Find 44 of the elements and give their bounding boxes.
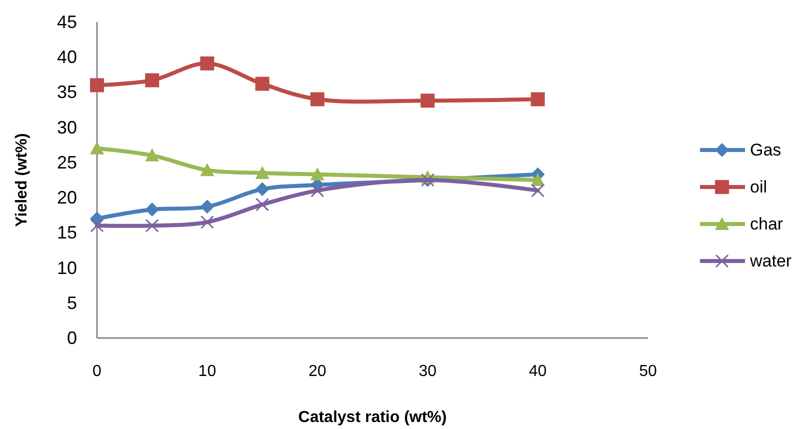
point <box>256 198 270 212</box>
x-tick-label: 50 <box>639 363 657 380</box>
point <box>255 76 270 91</box>
point <box>90 141 104 154</box>
y-tick-label: 0 <box>66 328 77 348</box>
point <box>145 202 160 216</box>
point <box>420 94 435 108</box>
y-tick-label: 25 <box>56 152 77 172</box>
point <box>255 166 270 179</box>
y-tick-label: 45 <box>56 12 77 32</box>
legend-label: Gas <box>750 140 782 160</box>
point <box>530 173 545 186</box>
point <box>145 73 160 88</box>
x-tick-label: 30 <box>418 363 437 380</box>
y-tick-label: 20 <box>56 188 77 208</box>
legend-label: oil <box>750 178 768 196</box>
point <box>310 92 324 106</box>
point <box>310 167 324 180</box>
point <box>200 56 214 70</box>
legend-label: char <box>750 214 784 234</box>
point <box>90 218 104 232</box>
point <box>530 92 545 106</box>
point <box>145 148 160 162</box>
point <box>90 78 104 92</box>
x-axis-title: Catalyst ratio (wt%) <box>298 409 447 426</box>
point <box>200 163 214 176</box>
y-tick-label: 15 <box>56 222 77 243</box>
x-tick-label: 20 <box>308 363 326 380</box>
y-tick-label: 40 <box>56 47 77 68</box>
point <box>145 218 159 232</box>
legend-label: water <box>749 252 792 270</box>
x-tick-label: 10 <box>198 363 216 380</box>
y-tick-label: 35 <box>56 82 77 102</box>
point <box>531 184 545 198</box>
point <box>310 184 324 198</box>
x-tick-label: 40 <box>528 363 547 380</box>
y-tick-label: 10 <box>56 258 77 278</box>
point <box>255 182 270 196</box>
y-tick-label: 30 <box>56 117 77 138</box>
point <box>200 215 214 229</box>
point <box>200 200 214 214</box>
y-tick-label: 5 <box>66 292 77 313</box>
x-tick-label: 0 <box>92 363 102 380</box>
y-axis-title: Yieled (wt%) <box>14 133 30 227</box>
